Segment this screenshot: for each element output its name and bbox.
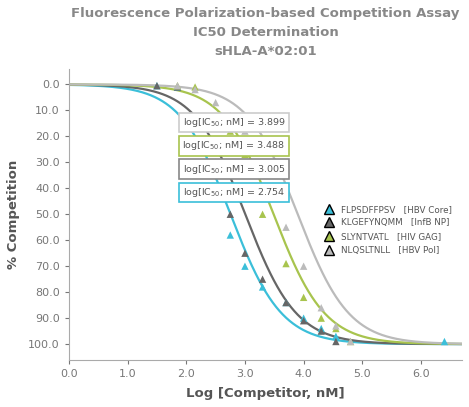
Point bbox=[332, 325, 340, 332]
Point bbox=[347, 338, 354, 345]
Point bbox=[332, 338, 340, 345]
Point bbox=[227, 232, 234, 238]
Point bbox=[212, 159, 219, 166]
Point bbox=[153, 83, 161, 89]
Point bbox=[191, 86, 199, 93]
Y-axis label: % Competition: % Competition bbox=[7, 160, 20, 269]
Point bbox=[318, 315, 325, 322]
Point bbox=[212, 115, 219, 121]
Point bbox=[174, 83, 181, 89]
Point bbox=[259, 284, 266, 290]
Point bbox=[318, 328, 325, 335]
Point bbox=[318, 325, 325, 332]
Text: $\mathregular{log[IC_{50}}$; nM] = 3.488: $\mathregular{log[IC_{50}}$; nM] = 3.488 bbox=[182, 140, 286, 152]
Point bbox=[174, 84, 181, 90]
Legend: FLPSDFFPSV   [HBV Core], KLGEFYNQMM   [InfB NP], SLYNTVATL   [HIV GAG], NLQSLTNL: FLPSDFFPSV [HBV Core], KLGEFYNQMM [InfB … bbox=[317, 201, 456, 258]
Point bbox=[227, 128, 234, 134]
Point bbox=[241, 250, 249, 256]
Point bbox=[332, 333, 340, 339]
Point bbox=[347, 338, 354, 345]
Title: Fluorescence Polarization-based Competition Assay
IC50 Determination
sHLA-A*02:0: Fluorescence Polarization-based Competit… bbox=[71, 7, 460, 58]
Point bbox=[259, 276, 266, 282]
Point bbox=[300, 294, 307, 301]
Point bbox=[300, 263, 307, 269]
Point bbox=[241, 263, 249, 269]
Text: $\mathregular{log[IC_{50}}$; nM] = 2.754: $\mathregular{log[IC_{50}}$; nM] = 2.754 bbox=[183, 186, 285, 199]
Point bbox=[441, 338, 448, 345]
Point bbox=[191, 146, 199, 153]
Point bbox=[282, 224, 290, 230]
Point bbox=[153, 83, 161, 89]
Point bbox=[282, 260, 290, 267]
Point bbox=[191, 115, 199, 121]
Text: $\mathregular{log[IC_{50}}$; nM] = 3.005: $\mathregular{log[IC_{50}}$; nM] = 3.005 bbox=[182, 163, 286, 176]
Point bbox=[174, 84, 181, 90]
Point bbox=[212, 99, 219, 106]
Point bbox=[300, 315, 307, 322]
Text: $\mathregular{log[IC_{50}}$; nM] = 3.899: $\mathregular{log[IC_{50}}$; nM] = 3.899 bbox=[182, 116, 286, 129]
Point bbox=[227, 112, 234, 119]
Point bbox=[259, 159, 266, 166]
Point bbox=[241, 151, 249, 158]
X-axis label: Log [Competitor, nM]: Log [Competitor, nM] bbox=[186, 387, 345, 400]
Point bbox=[318, 304, 325, 311]
Point bbox=[332, 323, 340, 329]
Point bbox=[282, 299, 290, 306]
Point bbox=[300, 317, 307, 324]
Point bbox=[227, 211, 234, 217]
Point bbox=[241, 128, 249, 134]
Point bbox=[191, 84, 199, 90]
Point bbox=[282, 299, 290, 306]
Point bbox=[212, 190, 219, 197]
Point bbox=[174, 83, 181, 89]
Point bbox=[259, 211, 266, 217]
